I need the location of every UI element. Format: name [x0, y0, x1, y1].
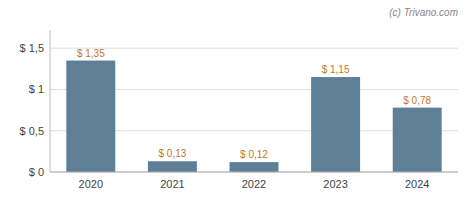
grid [50, 48, 458, 172]
x-tick-label: 2020 [79, 178, 103, 190]
x-tick-label: 2023 [323, 178, 347, 190]
chart: $ 0 $ 0,5 $ 1 $ 1,5 $ 1,35 $ 0,13 $ 0,12 $ 1,15… [0, 0, 470, 200]
data-label: $ 1,35 [77, 48, 105, 59]
y-axis: $ 0 $ 0,5 $ 1 $ 1,5 [20, 30, 50, 178]
y-tick-label: $ 0 [29, 166, 44, 178]
x-tick-label: 2022 [242, 178, 266, 190]
data-label: $ 0,12 [240, 149, 268, 160]
chart-container: $ 0 $ 0,5 $ 1 $ 1,5 $ 1,35 $ 0,13 $ 0,12 $ 1,15… [0, 0, 470, 200]
x-axis: 2020 2021 2022 2023 2024 [50, 172, 458, 190]
data-labels: $ 1,35 $ 0,13 $ 0,12 $ 1,15 $ 0,78 [77, 48, 432, 161]
grid-line [50, 172, 458, 173]
x-tick-label: 2021 [160, 178, 184, 190]
y-tick-label: $ 0,5 [20, 125, 44, 137]
bar [311, 77, 360, 172]
bar [148, 161, 197, 172]
grid-line [50, 48, 458, 49]
bars [66, 61, 441, 172]
bar [66, 61, 115, 172]
bar [393, 108, 442, 172]
y-axis-line [50, 30, 51, 172]
x-tick-label: 2024 [405, 178, 429, 190]
data-label: $ 0,13 [158, 148, 186, 159]
y-tick-label: $ 1 [29, 83, 44, 95]
bar [230, 162, 279, 172]
x-axis-line [50, 172, 458, 173]
y-tick-label: $ 1,5 [20, 42, 44, 54]
watermark: (c) Trivano.com [389, 7, 458, 18]
data-label: $ 1,15 [322, 64, 350, 75]
data-label: $ 0,78 [403, 95, 431, 106]
